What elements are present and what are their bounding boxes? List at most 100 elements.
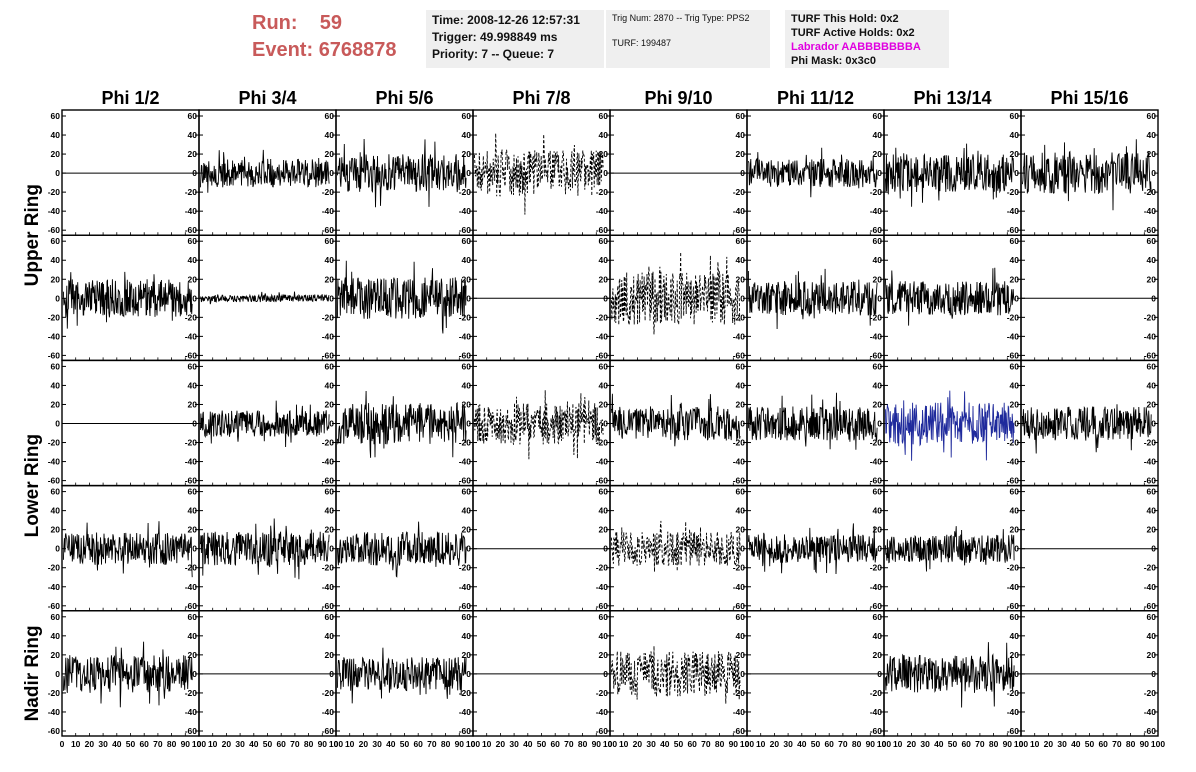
y-tick-label: 0 (877, 544, 882, 554)
x-tick-label: 20 (496, 739, 506, 749)
run-label: Run: (252, 12, 298, 34)
x-tick-label: 0 (471, 739, 476, 749)
y-tick-label: 60 (462, 612, 472, 622)
y-tick-label: -40 (1144, 707, 1157, 717)
y-tick-label: 20 (325, 149, 335, 159)
y-tick-label: 40 (1010, 631, 1020, 641)
y-tick-label: -40 (48, 457, 61, 467)
y-tick-label: 40 (1010, 506, 1020, 516)
y-tick-label: 60 (873, 236, 883, 246)
column-title: Phi 13/14 (913, 88, 991, 108)
y-tick-label: -60 (185, 225, 198, 235)
x-tick-label: 20 (222, 739, 232, 749)
waveform-panel: -60 -40 -20 0 20 40 60 (198, 109, 337, 236)
y-tick-label: 60 (188, 361, 198, 371)
y-tick-label: 60 (599, 612, 609, 622)
y-tick-label: -40 (1007, 331, 1020, 341)
waveform-trace (62, 521, 193, 578)
y-tick-label: 40 (599, 255, 609, 265)
x-tick-label: 80 (852, 739, 862, 749)
x-tick-label: 0 (60, 739, 65, 749)
y-tick-label: 60 (325, 612, 335, 622)
y-tick-label: -40 (185, 457, 198, 467)
x-tick-label: 30 (98, 739, 108, 749)
y-tick-label: -40 (185, 582, 198, 592)
x-tick-label: 90 (1003, 739, 1013, 749)
y-tick-label: -20 (733, 187, 746, 197)
y-tick-label: 60 (188, 111, 198, 121)
y-tick-label: 0 (192, 544, 197, 554)
y-tick-label: -40 (48, 707, 61, 717)
y-tick-label: 20 (1147, 650, 1157, 660)
waveform-trace (747, 147, 878, 198)
waveform-trace (610, 520, 741, 572)
y-tick-label: -60 (1144, 225, 1157, 235)
y-tick-label: -40 (733, 457, 746, 467)
y-tick-label: 20 (873, 525, 883, 535)
y-tick-label: 40 (873, 130, 883, 140)
y-tick-label: -60 (322, 726, 335, 736)
y-tick-label: 20 (1147, 149, 1157, 159)
y-tick-label: -20 (1007, 563, 1020, 573)
y-tick-label: -20 (1144, 438, 1157, 448)
x-tick-label: 40 (112, 739, 122, 749)
waveform-trace (1021, 404, 1152, 454)
y-tick-label: -60 (1007, 225, 1020, 235)
y-tick-label: -60 (870, 350, 883, 360)
y-tick-label: 60 (736, 236, 746, 246)
x-tick-label: 90 (455, 739, 465, 749)
waveform-panel: -60 -40 -20 0 20 40 60 (335, 234, 474, 362)
y-tick-label: 0 (329, 168, 334, 178)
y-tick-label: 40 (51, 255, 61, 265)
x-tick-label: 100 (603, 739, 617, 749)
x-tick-label: 70 (153, 739, 163, 749)
y-tick-label: 20 (325, 274, 335, 284)
y-tick-label: 0 (740, 293, 745, 303)
x-tick-label: 10 (893, 739, 903, 749)
y-tick-label: -40 (870, 457, 883, 467)
waveform-panel: -60 -40 -20 0 20 40 60 (746, 484, 885, 612)
waveform-panel: -60 -40 -20 0 20 40 60 (883, 484, 1022, 612)
waveform-panel: -60 -40 -20 0 20 40 60 (609, 234, 748, 362)
y-tick-label: 60 (1147, 487, 1157, 497)
y-tick-label: 0 (877, 293, 882, 303)
y-tick-label: 60 (462, 236, 472, 246)
y-tick-label: -60 (185, 350, 198, 360)
y-tick-label: -40 (596, 582, 609, 592)
y-tick-label: 40 (599, 130, 609, 140)
y-tick-label: -40 (185, 331, 198, 341)
y-tick-label: 40 (873, 506, 883, 516)
y-tick-label: 0 (55, 544, 60, 554)
waveform-panel: -60 -40 -20 0 20 40 60 (1020, 109, 1159, 236)
y-tick-label: 40 (462, 130, 472, 140)
run-row: Run: 59 (252, 10, 397, 37)
y-tick-label: 40 (1147, 506, 1157, 516)
y-tick-label: 20 (51, 149, 61, 159)
column-title: Phi 3/4 (238, 88, 296, 108)
y-tick-label: 20 (1147, 525, 1157, 535)
x-tick-label: 50 (126, 739, 136, 749)
x-tick-label: 30 (783, 739, 793, 749)
event-label: Event: (252, 39, 314, 61)
x-tick-label: 10 (1030, 739, 1040, 749)
y-tick-label: -60 (322, 601, 335, 611)
waveform-panel: -60 -40 -20 0 20 40 60 (335, 109, 474, 236)
y-tick-label: -60 (596, 601, 609, 611)
y-tick-label: 0 (466, 544, 471, 554)
y-tick-label: 20 (188, 650, 198, 660)
time-info-box: Time: 2008-12-26 12:57:31 Trigger: 49.99… (426, 10, 604, 68)
x-tick-label: 50 (400, 739, 410, 749)
y-tick-label: -40 (596, 331, 609, 341)
x-tick-label: 90 (592, 739, 602, 749)
y-tick-label: 40 (1147, 130, 1157, 140)
waveform-panel: -60 -40 -20 0 20 40 60 (746, 109, 885, 236)
waveform-panel: -60 -40 -20 0 20 40 60 (335, 484, 474, 612)
turf-active-line: TURF Active Holds: 0x2 (791, 27, 915, 39)
x-tick-label: 50 (811, 739, 821, 749)
y-tick-label: -40 (185, 206, 198, 216)
y-tick-label: 0 (1014, 293, 1019, 303)
x-tick-label: 80 (715, 739, 725, 749)
y-tick-label: 20 (51, 525, 61, 535)
y-tick-label: 60 (873, 612, 883, 622)
